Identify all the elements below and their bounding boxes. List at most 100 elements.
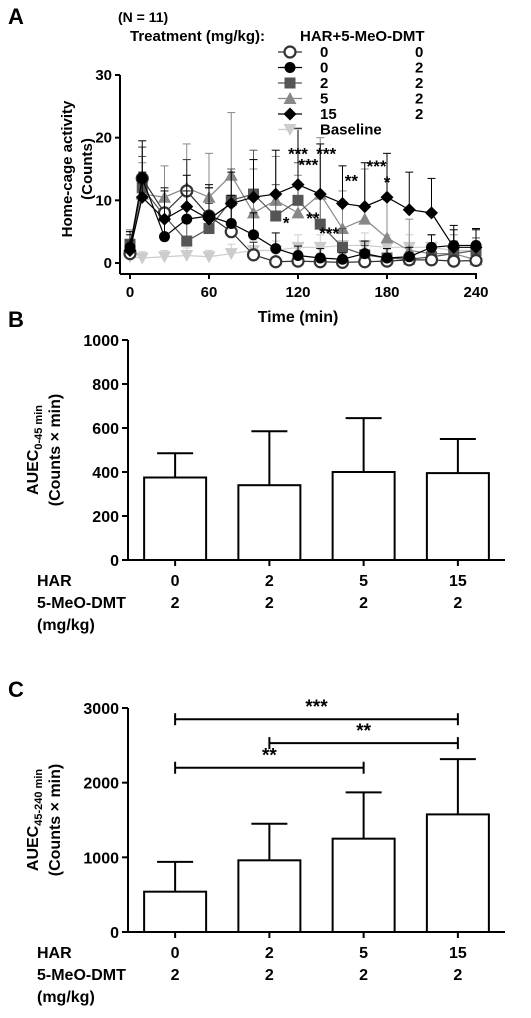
data-point [292,194,304,206]
data-point [158,212,171,226]
data-point [402,203,416,217]
legend-marker [284,62,296,73]
data-point [203,223,215,235]
har-dose-label: 5 [359,945,368,962]
y-axis-unit: (Counts × min) [47,394,64,506]
y-tick-label: 0 [110,925,119,942]
data-point [248,229,259,241]
y-tick-label: 0 [104,255,112,272]
legend-dmt: 2 [415,106,423,123]
data-point [181,235,193,247]
y-tick-label: 1000 [83,850,119,867]
row-label-har: HAR [37,945,72,962]
legend-entry: 15 2 [278,106,423,123]
x-axis-label: Time (min) [258,309,339,326]
har-dose-label: 0 [171,945,180,962]
data-point [336,196,349,210]
data-point [313,241,327,254]
legend-har: 0 [320,44,328,61]
y-axis-unit: (Counts) [79,138,96,200]
x-tick-label: 120 [285,284,310,301]
dmt-dose-label: 2 [171,967,180,984]
bar [425,813,490,934]
bracket-label: ** [262,746,277,767]
data-point [270,210,282,222]
significance-mark: *** [298,155,318,174]
dmt-dose-label: 2 [265,595,274,612]
y-axis-label: AUEC45-240 min [25,769,45,871]
legend-har: 0 [320,60,328,77]
data-point [224,248,238,261]
data-point [314,252,326,264]
data-point [123,243,137,257]
data-point [403,251,415,263]
panel-c: 0 1000 2000 3000 0 2 2 2 5 2 15 2 HAR 5-MeO-DMT (mg/kg… [25,697,505,1006]
y-tick-label: 400 [92,465,119,482]
data-point [269,255,283,269]
data-point [270,243,282,255]
y-tick-label: 3000 [83,701,119,718]
significance-bracket: ** [268,721,459,750]
dmt-dose-label: 2 [453,967,462,984]
har-dose-label: 15 [449,573,467,590]
data-point [202,212,216,226]
data-point [424,253,439,267]
data-point [246,248,261,262]
legend-har: 5 [320,91,328,108]
data-point [180,200,194,214]
legend-dmt: 2 [415,75,423,92]
panel-b-letter: B [8,307,24,332]
har-dose-label: 0 [171,573,180,590]
y-axis-label: AUEC0-45 min [25,405,45,495]
data-point [380,231,394,244]
x-tick-label: 0 [126,284,134,301]
data-point [158,251,171,264]
bracket-label: *** [305,697,328,718]
significance-mark: * [384,173,391,192]
n-label: (N = 11) [118,9,168,25]
data-point [291,206,305,219]
panel-b: 0 200 400 600 800 1000 0 2 2 2 5 2 15 2 HAR 5-MeO-DMT (m… [25,333,505,634]
significance-mark: *** [316,145,336,164]
panel-a: (N = 11)Treatment (mg/kg): HAR+5-MeO-DMT0… [59,9,489,326]
x-tick-label: 240 [463,284,488,301]
y-tick-label: 800 [92,377,119,394]
har-dose-label: 5 [359,573,368,590]
legend-dmt: 2 [415,91,423,108]
data-point [380,190,394,204]
har-dose-label: 2 [265,573,274,590]
y-tick-label: 20 [95,130,112,147]
y-axis-label-sub: 0-45 min [33,405,45,450]
dmt-dose-label: 2 [359,967,368,984]
data-point [469,240,483,254]
dmt-dose-label: 2 [265,967,274,984]
y-axis-label-sub: 45-240 min [33,769,45,826]
dmt-dose-label: 2 [359,595,368,612]
legend-dmt: 0 [415,44,423,61]
y-axis-unit: (Counts × min) [47,764,64,876]
legend-entry: Baseline [278,122,382,139]
legend-har: Baseline [320,122,382,139]
data-point [224,196,238,210]
row-label-dmt: 5-MeO-DMT [37,967,126,984]
y-axis-label-main: AUEC [25,825,42,871]
legend-marker [284,77,296,89]
row-label-dmt: 5-MeO-DMT [37,595,126,612]
data-point [313,187,327,201]
legend-har: 15 [320,106,337,123]
row-label-unit: (mg/kg) [37,989,95,1006]
row-label-har: HAR [37,573,72,590]
data-point [337,253,348,265]
legend-marker [283,92,297,104]
bar [237,484,302,562]
bar [143,890,208,933]
data-point [359,248,371,260]
data-point [247,190,260,204]
significance-mark: *** [319,224,339,243]
significance-mark: *** [367,157,387,176]
y-axis-label-main: AUEC [25,449,42,495]
